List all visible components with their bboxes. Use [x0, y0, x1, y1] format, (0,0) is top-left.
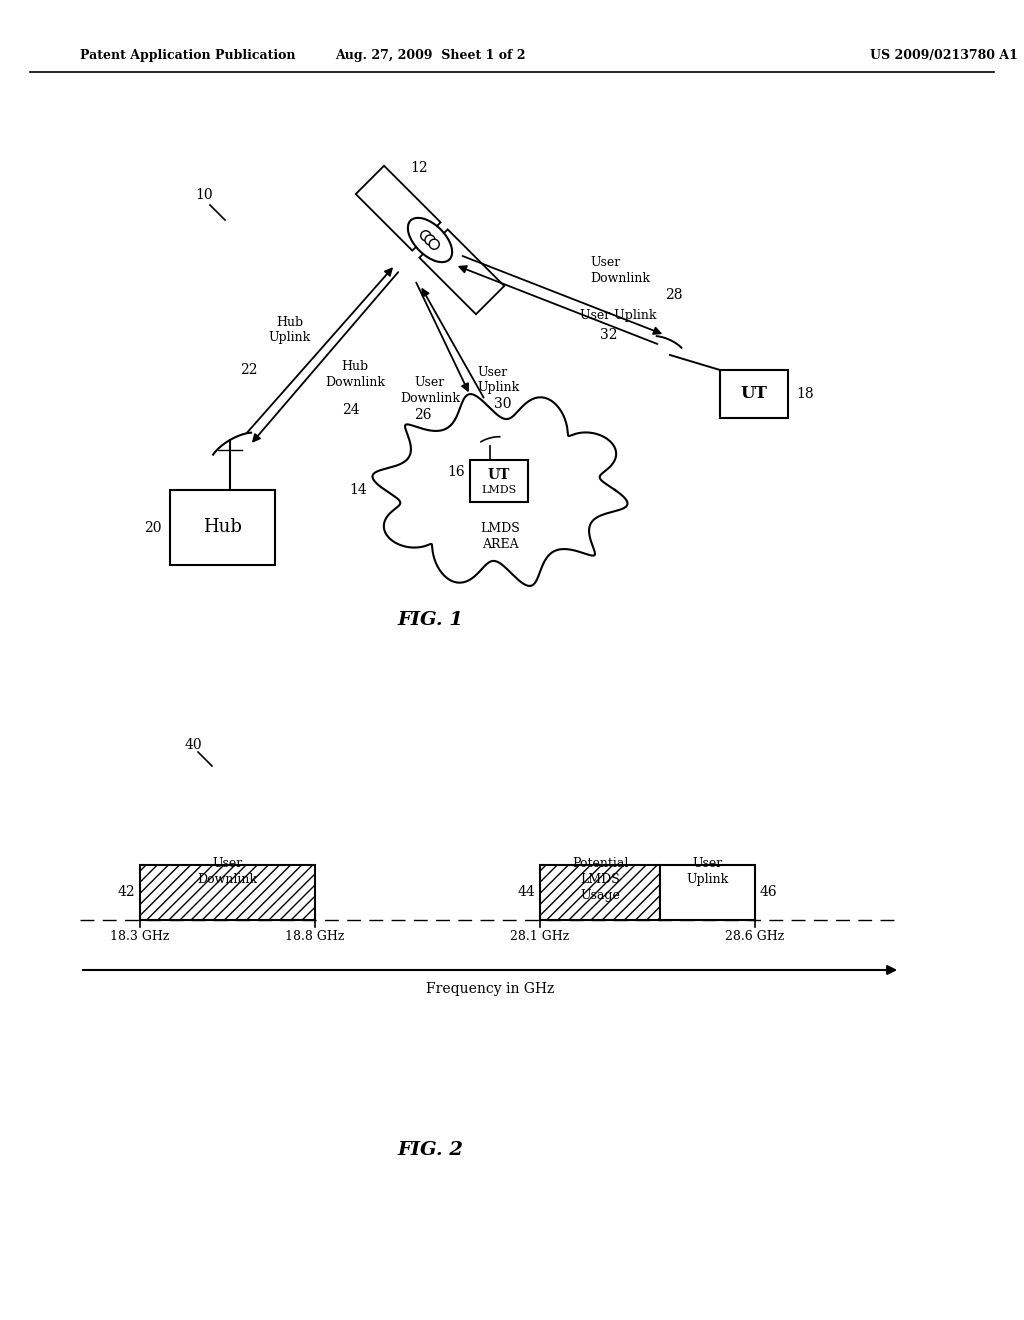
- Text: 24: 24: [342, 403, 359, 417]
- Text: UT: UT: [740, 385, 767, 403]
- Text: 40: 40: [185, 738, 203, 752]
- Ellipse shape: [408, 218, 453, 263]
- Bar: [470, 459, 528, 502]
- Text: UT: UT: [487, 467, 510, 482]
- Text: Hub
Uplink: Hub Uplink: [269, 315, 311, 345]
- Text: FIG. 1: FIG. 1: [397, 611, 463, 630]
- Text: 28.6 GHz: 28.6 GHz: [725, 931, 784, 942]
- Text: User
Downlink: User Downlink: [198, 857, 257, 886]
- Text: 28: 28: [665, 288, 683, 302]
- Text: Hub
Downlink: Hub Downlink: [325, 360, 385, 389]
- Text: User
Downlink: User Downlink: [400, 375, 460, 404]
- Text: 18.3 GHz: 18.3 GHz: [111, 931, 170, 942]
- Text: 10: 10: [195, 187, 213, 202]
- Text: LMDS
AREA: LMDS AREA: [480, 521, 520, 550]
- Text: 42: 42: [118, 886, 135, 899]
- Text: Patent Application Publication: Patent Application Publication: [80, 49, 296, 62]
- Text: LMDS: LMDS: [481, 486, 517, 495]
- Text: Potential
LMDS
Usage: Potential LMDS Usage: [571, 857, 628, 902]
- Polygon shape: [420, 230, 504, 314]
- Text: 18: 18: [796, 387, 814, 401]
- Polygon shape: [355, 166, 440, 251]
- Text: Aug. 27, 2009  Sheet 1 of 2: Aug. 27, 2009 Sheet 1 of 2: [335, 49, 525, 62]
- Circle shape: [421, 231, 431, 240]
- Text: 28.1 GHz: 28.1 GHz: [510, 931, 569, 942]
- Text: 16: 16: [447, 465, 465, 479]
- Text: FIG. 2: FIG. 2: [397, 1140, 463, 1159]
- Bar: [170, 490, 275, 565]
- Text: Hub: Hub: [203, 519, 242, 536]
- Text: 44: 44: [517, 886, 535, 899]
- Text: 12: 12: [410, 161, 428, 176]
- Text: 22: 22: [241, 363, 258, 378]
- Text: 32: 32: [600, 327, 617, 342]
- Text: 26: 26: [415, 408, 432, 422]
- Bar: [140, 865, 315, 920]
- Circle shape: [425, 235, 435, 246]
- Text: User
Downlink: User Downlink: [590, 256, 650, 285]
- Circle shape: [429, 239, 439, 249]
- Bar: [720, 370, 788, 418]
- Text: 46: 46: [760, 886, 777, 899]
- Text: 30: 30: [494, 397, 512, 411]
- Text: User Uplink: User Uplink: [580, 309, 656, 322]
- Text: 18.8 GHz: 18.8 GHz: [286, 931, 345, 942]
- Text: 14: 14: [349, 483, 367, 498]
- Text: User
Uplink: User Uplink: [477, 366, 519, 395]
- Text: 20: 20: [144, 520, 162, 535]
- Text: User
Uplink: User Uplink: [686, 857, 729, 886]
- Bar: [540, 865, 660, 920]
- Text: US 2009/0213780 A1: US 2009/0213780 A1: [870, 49, 1018, 62]
- Bar: [660, 865, 755, 920]
- Text: Frequency in GHz: Frequency in GHz: [426, 982, 554, 997]
